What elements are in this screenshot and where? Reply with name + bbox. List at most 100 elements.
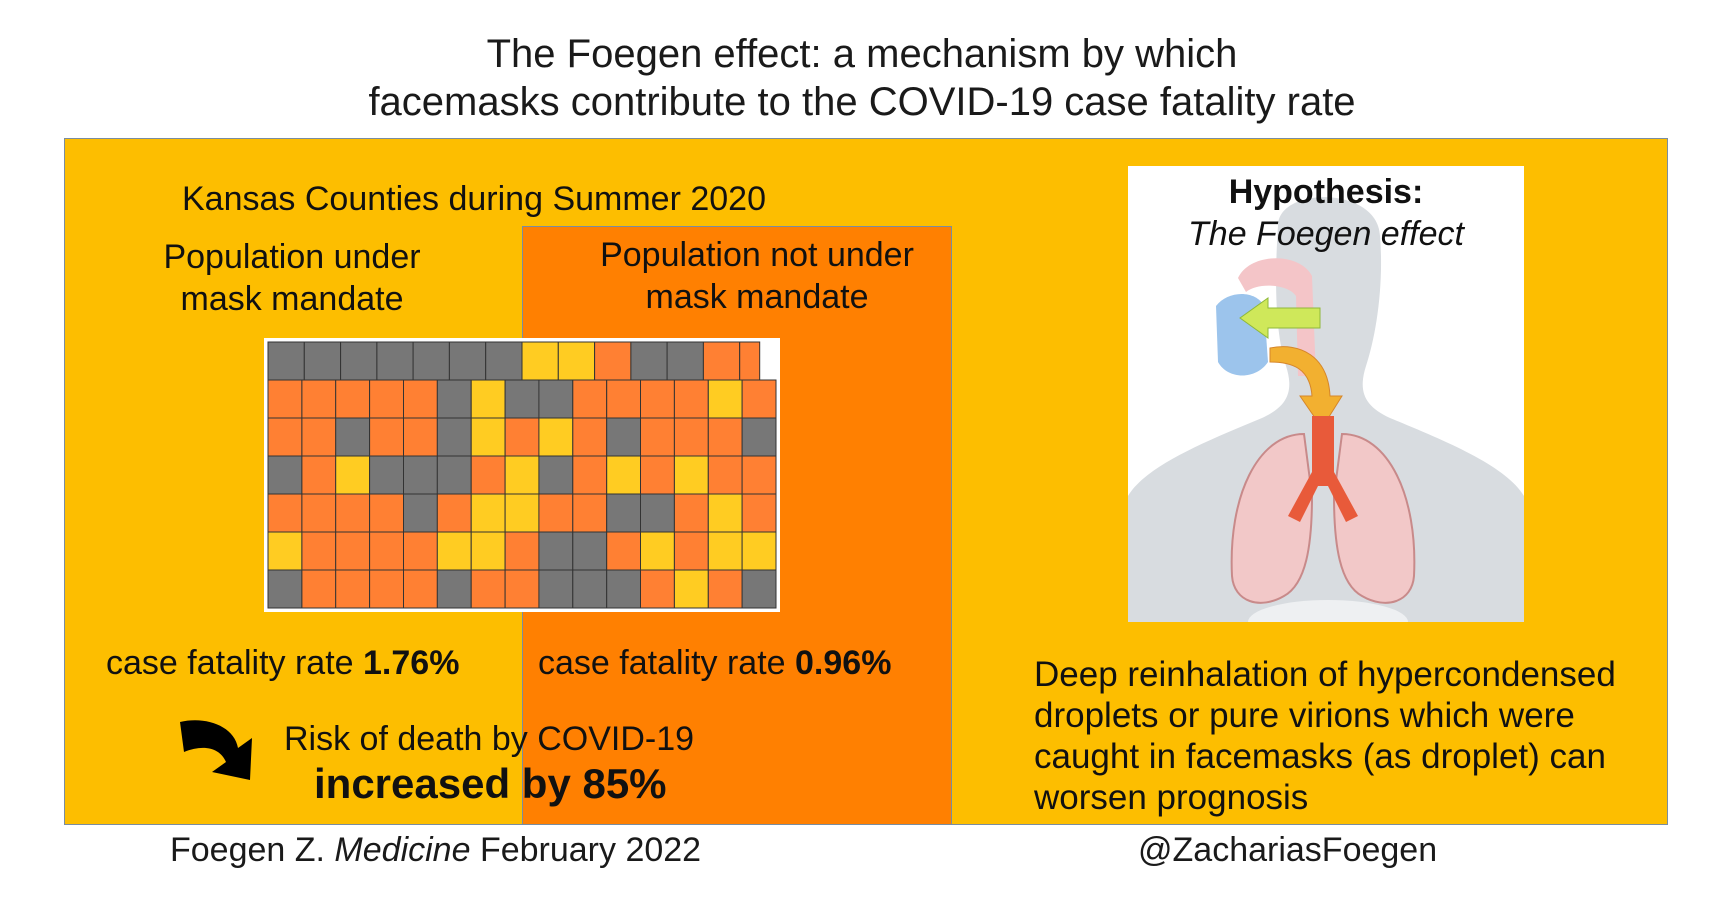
county-cell — [403, 417, 438, 457]
county-cell — [640, 569, 675, 609]
county-cell — [267, 417, 303, 457]
county-cell — [335, 379, 371, 419]
county-cell — [640, 531, 675, 571]
county-cell — [340, 341, 378, 381]
county-cell — [301, 379, 337, 419]
county-cell — [538, 417, 574, 457]
county-cell — [403, 531, 438, 571]
county-cell — [267, 531, 303, 571]
county-cell — [470, 417, 506, 457]
county-cell — [606, 455, 642, 495]
mandate-label-line-2: mask mandate — [180, 280, 404, 318]
county-cell — [267, 341, 305, 381]
county-cell — [403, 569, 438, 609]
cfr-mandate-prefix: case fatality rate — [106, 644, 364, 682]
county-cell — [504, 417, 540, 457]
county-cell — [640, 493, 675, 533]
county-cell — [369, 493, 404, 533]
county-cell — [707, 569, 743, 609]
county-cell — [538, 455, 574, 495]
county-cell — [436, 417, 472, 457]
hypothesis-description: Deep reinhalation of hypercondensed drop… — [1034, 654, 1616, 818]
county-cell — [673, 493, 709, 533]
figure-title: The Foegen effect: a mechanism by which … — [0, 30, 1724, 126]
twitter-handle: @ZachariasFoegen — [1138, 831, 1438, 869]
county-cell — [376, 341, 414, 381]
county-cell — [741, 493, 777, 533]
county-cell — [436, 379, 472, 419]
cfr-no-mandate-value: 0.96% — [795, 644, 892, 682]
description-line-4: worsen prognosis — [1034, 778, 1309, 817]
county-cell — [335, 569, 371, 609]
county-cell — [504, 569, 540, 609]
county-cell — [521, 341, 559, 381]
county-cell — [369, 379, 404, 419]
citation-journal: Medicine — [334, 831, 471, 869]
description-line-3: caught in facemasks (as droplet) can — [1034, 737, 1606, 776]
citation-author: Foegen Z. — [170, 831, 335, 869]
hypothesis-label: Hypothesis: — [1228, 173, 1424, 211]
description-line-1: Deep reinhalation of hypercondensed — [1034, 655, 1616, 694]
no-mandate-label-line-1: Population not under — [600, 236, 914, 274]
kansas-county-map — [264, 338, 780, 612]
county-cell — [666, 341, 704, 381]
county-cell — [335, 493, 371, 533]
county-cell — [436, 455, 472, 495]
curved-arrow-icon — [180, 720, 252, 780]
citation: Foegen Z. Medicine February 2022 — [170, 830, 701, 870]
county-cell — [267, 379, 303, 419]
county-map-svg — [267, 341, 777, 609]
county-cell — [267, 493, 303, 533]
county-cell — [630, 341, 668, 381]
county-cell — [606, 531, 642, 571]
kansas-heading: Kansas Counties during Summer 2020 — [182, 180, 766, 218]
county-cell — [335, 417, 371, 457]
county-cell — [538, 569, 574, 609]
county-cell — [470, 569, 506, 609]
county-cell — [673, 569, 709, 609]
county-cell — [369, 569, 404, 609]
county-cell — [707, 531, 743, 571]
county-cell — [673, 531, 709, 571]
county-cell — [538, 379, 574, 419]
county-cell — [741, 417, 777, 457]
cfr-no-mandate-prefix: case fatality rate — [538, 644, 796, 682]
county-cell — [436, 493, 472, 533]
county-cell — [640, 379, 675, 419]
county-cell — [335, 455, 371, 495]
county-cell — [470, 379, 506, 419]
county-cell — [448, 341, 487, 381]
county-cell — [470, 531, 506, 571]
county-cell — [572, 493, 608, 533]
title-line-1: The Foegen effect: a mechanism by which — [486, 32, 1238, 76]
county-cell — [403, 379, 438, 419]
county-cell — [485, 341, 523, 381]
county-cell — [572, 455, 608, 495]
county-cell — [673, 417, 709, 457]
county-cell — [470, 493, 506, 533]
county-cell — [369, 455, 404, 495]
county-cell — [606, 569, 642, 609]
county-cell — [504, 531, 540, 571]
county-cell — [702, 341, 741, 381]
county-cell — [707, 493, 743, 533]
county-cell — [369, 417, 404, 457]
county-cell — [538, 531, 574, 571]
county-cell — [504, 493, 540, 533]
no-mandate-label-line-2: mask mandate — [645, 278, 869, 316]
county-cell — [673, 379, 709, 419]
cfr-mandate-value: 1.76% — [363, 644, 460, 682]
county-cell — [572, 417, 608, 457]
county-cell — [303, 341, 342, 381]
no-mandate-label: Population not under mask mandate — [572, 234, 942, 318]
mandate-label-line-1: Population under — [163, 238, 421, 276]
county-cell — [606, 379, 642, 419]
county-cell — [640, 417, 675, 457]
county-cell — [301, 531, 337, 571]
title-line-2: facemasks contribute to the COVID-19 cas… — [368, 80, 1356, 124]
county-cell — [412, 341, 450, 381]
county-cell — [707, 379, 743, 419]
county-cell — [436, 531, 472, 571]
county-cell — [741, 455, 777, 495]
county-cell — [594, 341, 632, 381]
